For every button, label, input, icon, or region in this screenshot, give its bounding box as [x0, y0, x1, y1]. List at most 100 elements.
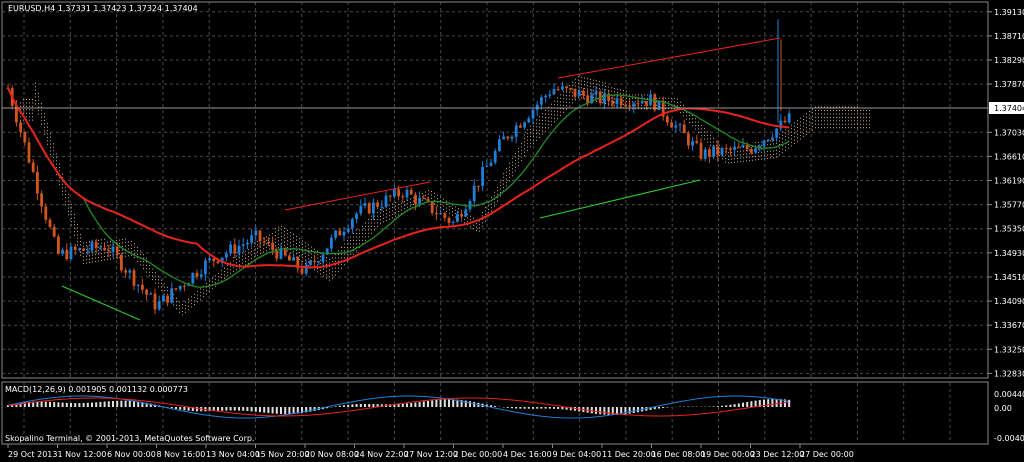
macd-bar [221, 407, 224, 411]
cloud-dot [539, 123, 540, 125]
cloud-dot [179, 311, 180, 313]
candle-body [510, 136, 514, 139]
cloud-dot [398, 204, 399, 206]
cloud-dot [563, 104, 564, 106]
cloud-dot [485, 206, 486, 208]
cloud-dot [545, 109, 546, 111]
cloud-dot [512, 161, 513, 163]
cloud-dot [251, 251, 252, 253]
price-tick-label: 1.38290 [994, 56, 1024, 65]
cloud-dot [440, 207, 441, 209]
cloud-dot [689, 121, 690, 123]
macd-bar [217, 407, 219, 411]
macd-bar [658, 407, 660, 409]
cloud-dot [35, 96, 36, 98]
candle-body [330, 237, 333, 249]
cloud-dot [392, 203, 393, 205]
cloud-dot [659, 97, 660, 99]
candle-body [481, 166, 484, 186]
cloud-dot [449, 209, 450, 211]
cloud-dot [506, 181, 507, 183]
cloud-dot [788, 133, 789, 135]
cloud-dot [737, 154, 738, 156]
cloud-dot [107, 245, 108, 247]
cloud-dot [698, 121, 699, 123]
cloud-dot [470, 219, 471, 221]
cloud-dot [371, 219, 372, 221]
cloud-dot [71, 214, 72, 216]
cloud-dot [782, 138, 783, 140]
cloud-dot [245, 254, 246, 256]
cloud-dot [662, 97, 663, 99]
cloud-dot [503, 183, 504, 185]
time-tick-label: 11 Dec 20:00 [602, 450, 656, 459]
cloud-dot [497, 186, 498, 188]
cloud-dot [506, 178, 507, 180]
cloud-dot [578, 96, 579, 98]
cloud-dot [23, 105, 24, 107]
cloud-dot [806, 123, 807, 125]
cloud-dot [605, 82, 606, 84]
price-tick-label: 1.34510 [994, 273, 1024, 282]
candle-body [737, 146, 741, 148]
macd-bar [443, 399, 446, 407]
cloud-dot [776, 153, 777, 155]
cloud-dot [269, 238, 270, 240]
cloud-dot [425, 198, 426, 200]
macd-bar [99, 401, 102, 407]
trendline [557, 37, 781, 79]
macd-bar [53, 402, 56, 407]
candle-body [783, 120, 787, 123]
cloud-dot [332, 260, 333, 262]
cloud-dot [827, 106, 828, 108]
cloud-dot [341, 250, 342, 252]
cloud-dot [437, 198, 438, 200]
cloud-dot [683, 115, 684, 117]
cloud-dot [602, 102, 603, 104]
cloud-dot [320, 256, 321, 258]
cloud-dot [674, 101, 675, 103]
cloud-dot [101, 242, 102, 244]
cloud-dot [566, 105, 567, 107]
cloud-dot [362, 243, 363, 245]
cloud-dot [380, 215, 381, 217]
cloud-dot [680, 105, 681, 107]
cloud-dot [335, 274, 336, 276]
cloud-dot [731, 158, 732, 160]
cloud-dot [818, 123, 819, 125]
cloud-dot [68, 200, 69, 202]
macd-tick-zero: 0.00 [994, 404, 1012, 413]
cloud-dot [701, 124, 702, 126]
candle-body [645, 101, 648, 105]
cloud-dot [800, 124, 801, 126]
cloud-dot [713, 144, 714, 146]
candle-body [527, 118, 531, 123]
cloud-dot [377, 215, 378, 217]
cloud-dot [725, 154, 726, 156]
cloud-dot [602, 98, 603, 100]
cloud-dot [761, 148, 762, 150]
cloud-dot [494, 205, 495, 207]
cloud-dot [470, 226, 471, 228]
cloud-dot [590, 85, 591, 87]
cloud-dot [851, 113, 852, 115]
macd-bar [284, 407, 287, 415]
cloud-dot [851, 109, 852, 111]
cloud-dot [89, 262, 90, 264]
macd-bar [32, 401, 35, 407]
main-chart-frame [1, 1, 989, 379]
macd-bar [771, 399, 774, 407]
macd-bar [729, 404, 732, 407]
cloud-dot [509, 169, 510, 171]
cloud-dot [449, 205, 450, 207]
cloud-dot [773, 143, 774, 145]
cloud-dot [512, 171, 513, 173]
candle-body [304, 264, 308, 274]
cloud-dot [689, 115, 690, 117]
cloud-dot [824, 106, 825, 108]
cloud-dot [209, 287, 210, 289]
cloud-dot [605, 85, 606, 87]
cloud-dot [77, 244, 78, 246]
cloud-dot [161, 279, 162, 281]
